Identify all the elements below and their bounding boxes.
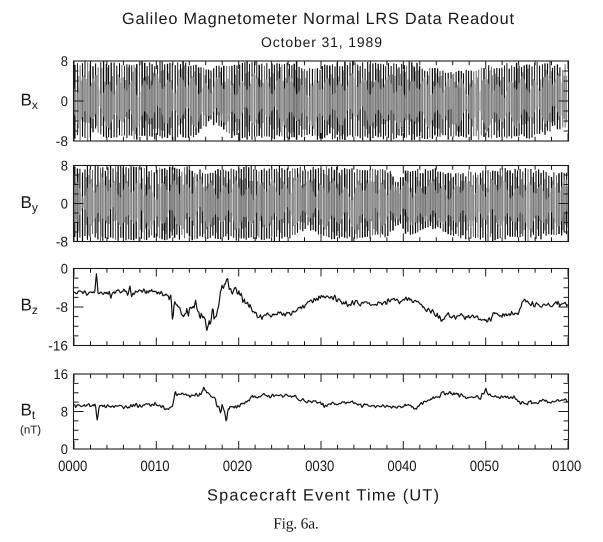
svg-text:Fig. 6a.: Fig. 6a. (273, 516, 319, 533)
svg-text:16: 16 (53, 366, 68, 382)
svg-text:0: 0 (61, 93, 68, 109)
svg-text:(nT): (nT) (20, 425, 41, 437)
svg-text:0100: 0100 (552, 458, 581, 475)
svg-text:Galileo Magnetometer Normal LR: Galileo Magnetometer Normal LRS Data Rea… (122, 10, 514, 28)
svg-text:0040: 0040 (387, 458, 416, 475)
svg-text:October 31, 1989: October 31, 1989 (261, 34, 382, 50)
svg-text:8: 8 (61, 158, 68, 174)
svg-text:0000: 0000 (58, 458, 87, 475)
svg-text:-8: -8 (56, 299, 68, 315)
svg-text:0: 0 (61, 261, 68, 277)
svg-text:0030: 0030 (305, 458, 334, 475)
svg-text:0010: 0010 (140, 458, 169, 475)
svg-text:8: 8 (61, 53, 68, 69)
svg-text:0: 0 (61, 196, 68, 212)
svg-text:Spacecraft Event Time (UT): Spacecraft Event Time (UT) (207, 487, 439, 505)
svg-text:-8: -8 (56, 133, 68, 149)
svg-text:-16: -16 (48, 338, 68, 354)
svg-text:0: 0 (61, 441, 68, 457)
svg-text:0050: 0050 (470, 458, 499, 475)
svg-text:0020: 0020 (223, 458, 252, 475)
svg-text:-8: -8 (56, 234, 68, 250)
svg-text:8: 8 (61, 404, 68, 420)
